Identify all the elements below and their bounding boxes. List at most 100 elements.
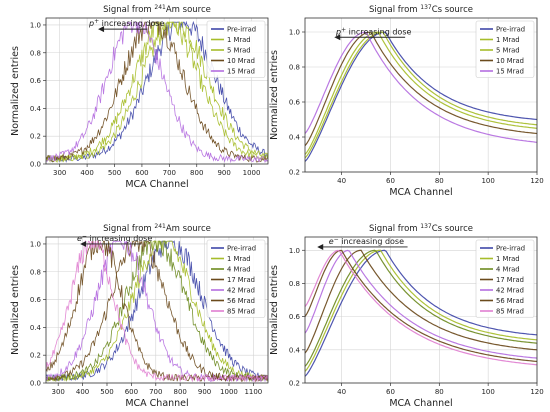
legend-label: 10 Mrad [496, 57, 524, 65]
y-tick-label: 0.2 [30, 133, 41, 141]
chart-panel-3: Signal from 241Am source 300 400 500 600 700 8… [10, 223, 269, 409]
x-tick-label: 600 [125, 388, 138, 396]
legend-label: 1 Mrad [496, 36, 520, 44]
legend-label: 15 Mrad [227, 68, 255, 76]
y-tick-label: 0.8 [289, 64, 300, 72]
series-line-pre-irrad [46, 240, 268, 382]
legend-label: 4 Mrad [496, 266, 520, 274]
plot-frame [45, 236, 269, 384]
annotation-text: e− increasing dose [329, 236, 404, 246]
plot-frame [304, 17, 538, 173]
legend-label: 85 Mrad [227, 308, 255, 316]
x-axis-label: MCA Channel [125, 179, 188, 190]
annotation-text: p+ increasing dose [88, 18, 165, 28]
y-tick-label: 0.8 [30, 268, 41, 276]
y-tick-label: 0.6 [30, 77, 42, 85]
legend-label: 85 Mrad [496, 308, 524, 316]
x-tick-label: 40 [337, 388, 346, 396]
x-tick-label: 300 [52, 388, 65, 396]
x-tick-label: 300 [53, 169, 66, 177]
series-line-10-mrad [305, 31, 537, 147]
series-line-5-mrad [305, 31, 537, 155]
series-line-42-mrad [305, 249, 537, 359]
legend-label: 42 Mrad [496, 287, 524, 295]
legend-label: 56 Mrad [496, 297, 524, 305]
series-line-4-mrad [305, 249, 537, 367]
series-line-56-mrad [305, 249, 537, 362]
legend-label: 17 Mrad [496, 276, 524, 284]
x-tick-label: 100 [481, 388, 494, 396]
legend-box [475, 239, 535, 318]
x-tick-label: 80 [435, 177, 444, 185]
plot-frame [45, 17, 269, 165]
x-tick-label: 120 [530, 388, 543, 396]
chart-title: Signal from 241Am source [103, 223, 211, 234]
x-tick-label: 900 [198, 388, 211, 396]
series-group [305, 31, 537, 162]
series-line-10-mrad [46, 21, 268, 163]
chart-title: Signal from 137Cs source [369, 223, 473, 234]
y-tick-label: 0.8 [289, 280, 300, 288]
legend-label: 1 Mrad [227, 255, 251, 263]
y-tick-label: 1.0 [289, 247, 300, 255]
x-tick-label: 700 [163, 169, 176, 177]
annotation-arrowhead [317, 243, 324, 250]
chart-panel-4: Signal from 137Cs source 40 60 80 100 120 0.2 0… [269, 223, 544, 409]
x-tick-label: 900 [217, 169, 230, 177]
y-tick-label: 0.0 [30, 161, 41, 169]
x-axis-label: MCA Channel [125, 398, 188, 409]
x-tick-label: 600 [135, 169, 148, 177]
series-line-1-mrad [305, 31, 537, 159]
y-tick-label: 0.4 [30, 105, 42, 113]
chart-title: Signal from 241Am source [103, 4, 211, 15]
series-group [46, 20, 268, 164]
legend-label: Pre-irrad [227, 245, 256, 253]
x-tick-label: 500 [108, 169, 121, 177]
x-tick-label: 60 [386, 388, 395, 396]
x-tick-label: 800 [190, 169, 203, 177]
x-tick-label: 1000 [243, 169, 261, 177]
x-axis-label: MCA Channel [389, 187, 452, 198]
x-tick-label: 120 [530, 177, 543, 185]
x-tick-label: 40 [337, 177, 346, 185]
series-line-1-mrad [46, 20, 268, 163]
legend-box [475, 20, 535, 78]
x-tick-label: 80 [435, 388, 444, 396]
x-axis-label: MCA Channel [389, 398, 452, 409]
legend-label: Pre-irrad [227, 26, 256, 34]
legend-label: Pre-irrad [496, 26, 525, 34]
x-tick-label: 1000 [220, 388, 238, 396]
y-tick-label: 0.4 [289, 134, 301, 142]
y-tick-label: 0.4 [30, 324, 42, 332]
series-line-4-mrad [46, 239, 268, 383]
series-line-pre-irrad [305, 249, 537, 377]
chart-panel-1: Signal from 241Am source 300 400 500 600 700 8… [10, 4, 269, 190]
y-axis-label: Normalized entries [269, 265, 280, 355]
x-tick-label: 1100 [244, 388, 262, 396]
y-axis-label: Normalized entries [269, 50, 280, 140]
chart-title: Signal from 137Cs source [369, 4, 473, 15]
annotation-text: p+ increasing dose [335, 26, 412, 36]
y-tick-label: 0.2 [289, 169, 300, 177]
y-axis-label: Normalized entries [10, 265, 21, 355]
chart-panel-2: Signal from 137Cs source 40 60 80 100 120 0.2 0… [269, 4, 544, 198]
series-line-85-mrad [305, 249, 537, 366]
legend-label: 5 Mrad [496, 47, 520, 55]
series-line-15-mrad [305, 31, 537, 143]
y-tick-label: 0.8 [30, 49, 41, 57]
legend-label: 5 Mrad [227, 47, 251, 55]
x-tick-label: 100 [481, 177, 494, 185]
x-tick-label: 700 [149, 388, 162, 396]
series-line-1-mrad [46, 240, 268, 383]
x-tick-label: 60 [386, 177, 395, 185]
legend-label: Pre-irrad [496, 245, 525, 253]
legend-label: 1 Mrad [496, 255, 520, 263]
y-tick-label: 0.6 [289, 99, 301, 107]
series-group [305, 249, 537, 377]
x-tick-label: 500 [100, 388, 113, 396]
legend-label: 1 Mrad [227, 36, 251, 44]
y-tick-label: 0.6 [289, 313, 301, 321]
series-group [46, 239, 268, 383]
series-line-85-mrad [46, 239, 268, 383]
